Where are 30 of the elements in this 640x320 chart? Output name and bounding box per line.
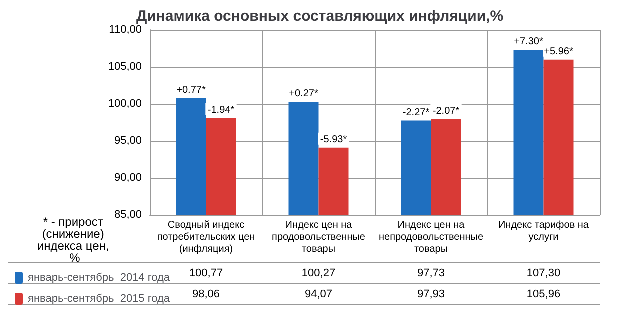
y-tick-label: 110,00: [109, 24, 142, 36]
annotation: -1.94*: [208, 104, 235, 116]
x-tick-label: Индекс цен на продовольственные товары: [271, 220, 366, 256]
annotation: +7.30*: [514, 36, 544, 48]
data-label: 94,07: [304, 288, 333, 300]
annotation: +0.27*: [289, 88, 318, 100]
annotation: -5.93*: [320, 134, 348, 146]
data-label: 97,93: [417, 288, 446, 300]
annotation: -2.07*: [432, 106, 460, 117]
annotation: -2.27*: [402, 107, 430, 118]
data-label: 100,27: [302, 268, 336, 280]
annotation: +0.77*: [176, 84, 206, 96]
data-label: 97,73: [417, 268, 446, 280]
legend-label: январь-сентябрь 2015 года: [28, 293, 171, 305]
data-label: 100,77: [189, 268, 224, 280]
chart-title: Динамика основных составляющих инфляции,%: [136, 8, 504, 25]
y-tick-label: 90,00: [114, 172, 142, 184]
x-tick-label: Индекс тарифов на услуги: [497, 220, 590, 244]
annotation: +5.96*: [544, 46, 574, 58]
data-label: 98,06: [192, 288, 220, 300]
y-tick-label: 85,00: [114, 209, 142, 221]
x-tick-label: Индекс цен на непродовольственные товары: [378, 220, 484, 256]
text: * - прирост (снижение) индекса цен, %: [37, 215, 113, 265]
x-tick-label: Сводный индекс потребительских цен (инфляция): [156, 220, 256, 256]
legend-label: январь-сентябрь 2014 года: [28, 272, 171, 284]
data-label: 107,30: [526, 268, 561, 280]
y-tick-label: 100,00: [108, 98, 142, 110]
y-tick-label: 105,00: [108, 61, 142, 73]
data-label: 105,96: [526, 288, 561, 300]
y-tick-label: 95,00: [114, 135, 142, 147]
